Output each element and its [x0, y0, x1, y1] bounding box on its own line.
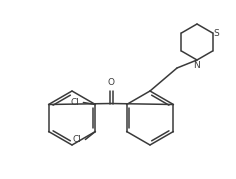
Text: Cl: Cl: [72, 135, 81, 144]
Text: N: N: [194, 61, 200, 70]
Text: S: S: [214, 28, 219, 37]
Text: Cl: Cl: [71, 98, 79, 107]
Text: O: O: [108, 78, 114, 86]
